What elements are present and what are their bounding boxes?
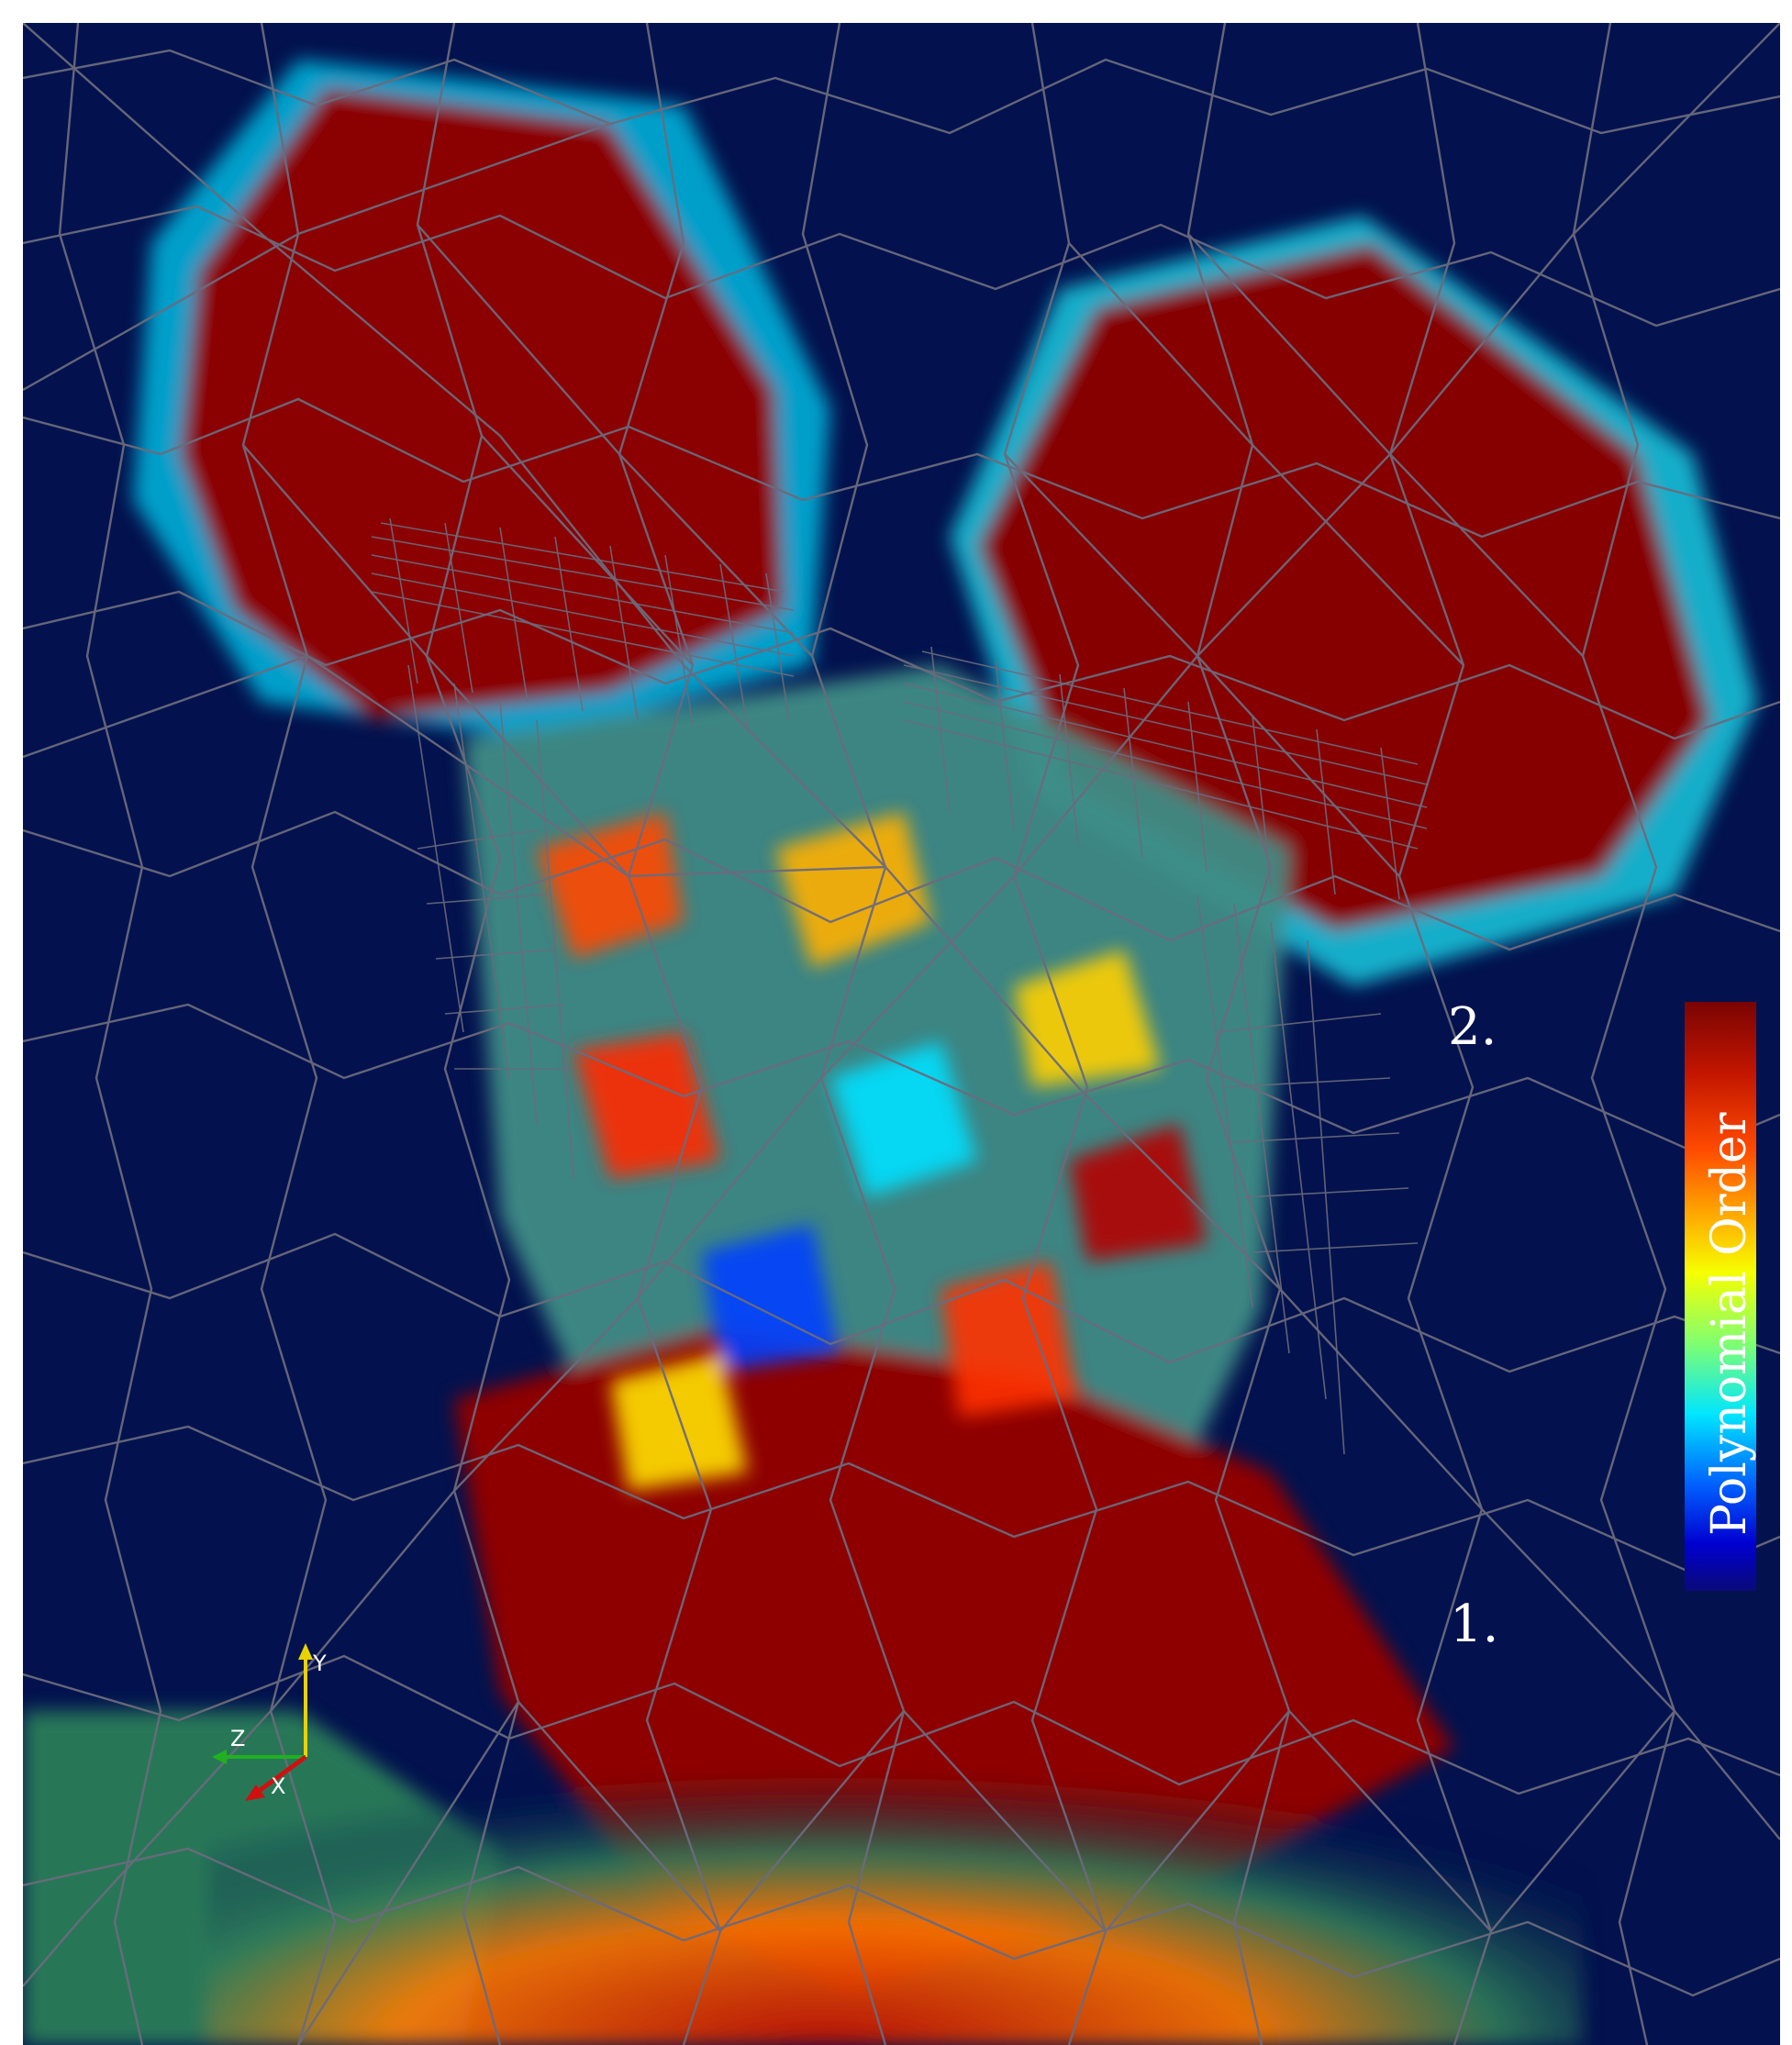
y-axis-label: Y [312, 1650, 327, 1676]
x-axis-label: X [271, 1773, 285, 1799]
z-axis-label: Z [230, 1726, 245, 1751]
dense-mesh-cluster-left [371, 517, 795, 1180]
color-legend-bar [1685, 1002, 1756, 1591]
region-right-lobe [977, 243, 1711, 931]
legend-title: Polynomial Order [1702, 1112, 1757, 1537]
region-bottom-warm [206, 1656, 1583, 2045]
dense-mesh-cluster-right [903, 646, 1428, 1455]
center-highlights [537, 812, 1207, 1491]
legend-max-label: 2. [1448, 997, 1497, 1057]
mesh-scene [23, 23, 1780, 2045]
x-axis-arrow [256, 1754, 307, 1795]
legend-min-label: 1. [1450, 1595, 1499, 1654]
mesh-wireframe [23, 23, 1780, 2045]
orientation-axes: Y Z X [212, 1643, 327, 1801]
render-viewport[interactable]: Y Z X 2. 1. Polynomial Order [23, 23, 1780, 2045]
region-left-lobe [179, 87, 785, 720]
